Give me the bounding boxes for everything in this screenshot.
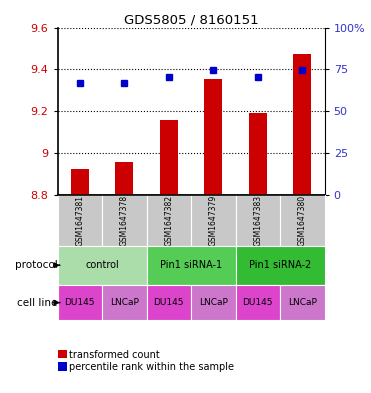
Bar [147,246,236,285]
Bar [249,113,267,195]
Bar [102,195,147,246]
Bar [160,120,178,195]
Text: GSM1647381: GSM1647381 [75,195,84,246]
Text: LNCaP: LNCaP [288,298,317,307]
Text: percentile rank within the sample: percentile rank within the sample [69,362,234,373]
Text: LNCaP: LNCaP [199,298,228,307]
Text: GSM1647382: GSM1647382 [164,195,173,246]
Bar [115,162,133,195]
Bar [147,285,191,320]
Bar [58,195,102,246]
Text: GSM1647378: GSM1647378 [120,195,129,246]
Bar [58,246,147,285]
Bar [191,195,236,246]
Bar [236,285,280,320]
Bar [71,169,89,195]
Bar [204,79,222,195]
Text: GSM1647383: GSM1647383 [253,195,262,246]
Bar [293,53,311,195]
Text: LNCaP: LNCaP [110,298,139,307]
Text: protocol: protocol [15,260,58,270]
Text: GSM1647380: GSM1647380 [298,195,307,246]
Bar [280,285,325,320]
Text: DU145: DU145 [154,298,184,307]
Bar [102,285,147,320]
Bar [236,195,280,246]
Text: Pin1 siRNA-2: Pin1 siRNA-2 [249,260,311,270]
Text: DU145: DU145 [65,298,95,307]
Text: transformed count: transformed count [69,350,160,360]
Bar [147,195,191,246]
Text: cell line: cell line [17,298,58,308]
Text: control: control [85,260,119,270]
Title: GDS5805 / 8160151: GDS5805 / 8160151 [124,13,258,26]
Text: GSM1647379: GSM1647379 [209,195,218,246]
Bar [191,285,236,320]
Text: DU145: DU145 [243,298,273,307]
Bar [58,285,102,320]
Bar [280,195,325,246]
Bar [236,246,325,285]
Text: Pin1 siRNA-1: Pin1 siRNA-1 [160,260,222,270]
